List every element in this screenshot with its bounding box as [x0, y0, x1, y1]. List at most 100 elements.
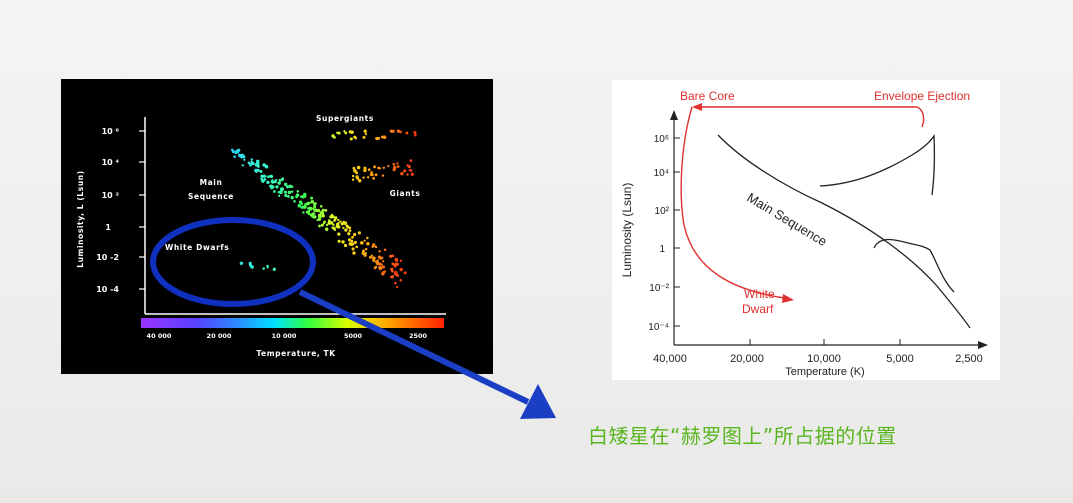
star-dot	[363, 129, 367, 133]
star-dot	[235, 149, 238, 152]
star-dot	[313, 202, 317, 206]
white-dwarf-label: Dwarf	[742, 302, 774, 316]
star-dot	[363, 166, 367, 170]
star-dot	[266, 264, 269, 268]
star-dot	[394, 258, 399, 262]
star-dot	[337, 239, 341, 243]
star-dot	[249, 263, 252, 267]
star-dot	[316, 208, 321, 213]
star-dot	[347, 238, 352, 242]
star-dot	[370, 173, 374, 177]
temperature-spectrum-bar	[141, 318, 444, 328]
star-dot	[394, 270, 398, 275]
star-dot	[406, 173, 409, 176]
star-dot	[284, 193, 288, 197]
left-x-tick: 40 000	[147, 332, 172, 340]
star-dot	[307, 212, 311, 216]
star-dot	[344, 228, 348, 232]
star-dot	[403, 169, 407, 173]
star-dot	[341, 240, 344, 243]
star-dot	[374, 245, 378, 249]
right-x-tick: 20,000	[730, 353, 764, 365]
star-dot	[263, 177, 267, 181]
star-dot	[405, 131, 409, 135]
star-dot	[306, 207, 310, 210]
star-dot	[395, 273, 399, 277]
star-dot	[270, 184, 273, 187]
star-dot	[293, 200, 296, 203]
star-dot	[350, 130, 354, 134]
caption-text: 白矮星在“赫罗图上”所占据的位置	[588, 424, 897, 448]
star-dot	[364, 252, 367, 255]
star-dot	[284, 182, 288, 187]
star-dot	[366, 236, 369, 240]
star-dot	[389, 275, 393, 279]
star-dot	[348, 226, 352, 230]
star-dot	[327, 221, 332, 225]
star-dot	[396, 162, 399, 165]
star-dot	[383, 270, 386, 273]
star-dot	[307, 201, 311, 205]
star-dot	[399, 259, 403, 262]
star-dot	[298, 200, 303, 204]
star-dot	[262, 163, 266, 167]
star-dot	[262, 267, 265, 270]
star-dot	[337, 218, 340, 222]
giants-label: Giants	[390, 189, 421, 198]
star-dot	[303, 192, 307, 197]
star-dot	[350, 239, 354, 243]
star-dot	[366, 176, 370, 179]
star-dot	[407, 164, 411, 169]
star-dot	[275, 185, 279, 189]
star-dot	[304, 203, 307, 206]
star-dot	[409, 168, 413, 172]
star-dot	[300, 205, 304, 209]
star-dot	[306, 210, 311, 214]
star-dot	[340, 222, 344, 226]
star-dot	[399, 267, 403, 272]
star-dot	[286, 194, 290, 198]
star-dot	[296, 190, 300, 193]
star-dot	[337, 232, 341, 236]
star-dot	[383, 248, 387, 251]
hr-diagram-right-svg: 10⁶ 10⁴ 10² 1 10⁻² 10⁻⁴ 40,000 20,000 10…	[620, 89, 988, 378]
star-dot	[250, 160, 253, 163]
star-dot	[372, 256, 376, 260]
star-dot	[344, 131, 348, 135]
star-dot	[313, 205, 317, 209]
star-dot	[399, 130, 402, 134]
star-dot	[283, 190, 287, 194]
white-dwarf-arrow	[782, 294, 794, 303]
star-dot	[339, 220, 342, 223]
star-dot	[363, 168, 367, 173]
star-dot	[320, 223, 324, 227]
star-dot	[360, 241, 364, 245]
right-x-axis-arrow	[978, 341, 988, 349]
star-dot	[352, 251, 356, 255]
right-x-tick: 40,000	[653, 353, 687, 365]
star-dot	[333, 228, 337, 232]
star-dot	[377, 166, 380, 170]
star-dot	[356, 165, 361, 170]
star-dot	[316, 218, 319, 222]
bare-core-label: Bare Core	[680, 89, 735, 103]
star-dot	[381, 260, 385, 263]
star-dot	[357, 231, 362, 235]
star-dot	[349, 137, 353, 141]
star-dot	[362, 135, 366, 139]
star-dot	[373, 165, 377, 169]
star-dot	[378, 265, 382, 270]
star-dot	[285, 185, 290, 189]
pointer-arrow-head	[520, 384, 556, 419]
star-dot	[270, 175, 274, 178]
star-dot	[371, 243, 376, 247]
star-dot	[241, 164, 244, 167]
left-y-tick: 10 ⁶	[102, 127, 120, 136]
star-dot	[352, 232, 357, 237]
star-dot	[344, 221, 348, 225]
star-dot	[351, 247, 355, 251]
star-dot	[348, 229, 352, 232]
star-dot	[259, 169, 263, 174]
